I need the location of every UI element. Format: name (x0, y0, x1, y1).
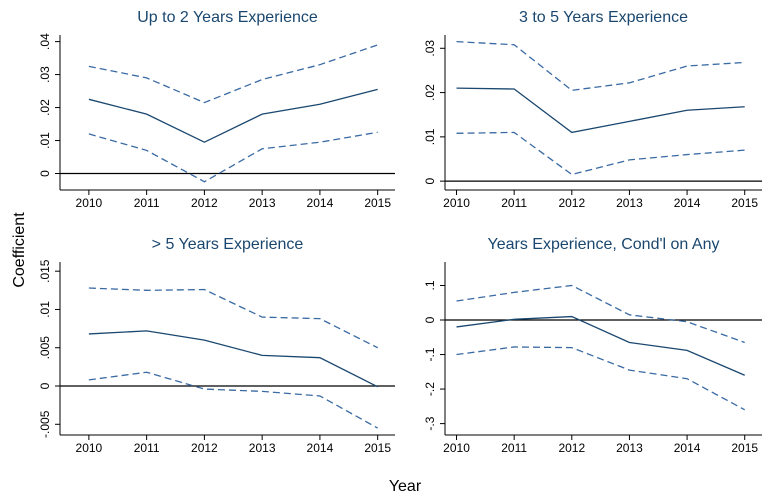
x-tick-label: 2010 (76, 196, 103, 210)
y-tick-label: -.005 (38, 410, 52, 438)
y-tick-label: .1 (423, 280, 437, 290)
y-tick-label: -.1 (423, 347, 437, 361)
panel-title: > 5 Years Experience (152, 236, 304, 253)
x-tick-label: 2013 (249, 196, 276, 210)
y-tick-label: .01 (38, 132, 52, 149)
x-tick-label: 2012 (558, 196, 585, 210)
x-tick-label: 2012 (558, 441, 585, 455)
x-axis-label: Year (389, 478, 422, 495)
x-tick-label: 2015 (364, 441, 391, 455)
x-tick-label: 2010 (443, 196, 470, 210)
series-line (88, 44, 378, 104)
x-tick-label: 2014 (307, 196, 334, 210)
panel-title: Up to 2 Years Experience (137, 9, 318, 26)
panel-title: Years Experience, Cond'l on Any (488, 236, 720, 253)
y-tick-label: .03 (38, 66, 52, 83)
series-line (456, 87, 745, 134)
x-tick-label: 2012 (191, 441, 218, 455)
x-tick-label: 2015 (731, 441, 758, 455)
x-tick-label: 2011 (134, 196, 160, 210)
y-tick-label: .01 (38, 301, 52, 318)
x-tick-label: 2011 (134, 441, 160, 455)
x-tick-label: 2015 (364, 196, 391, 210)
y-tick-label: .02 (38, 99, 52, 116)
series-line (456, 131, 745, 176)
series-line (456, 284, 745, 344)
y-tick-label: -.2 (423, 382, 437, 396)
x-tick-label: 2011 (501, 441, 527, 455)
y-tick-label: 0 (423, 316, 437, 323)
x-tick-label: 2014 (674, 196, 701, 210)
series-line (88, 330, 378, 388)
x-tick-label: 2013 (616, 441, 643, 455)
y-tick-label: .005 (38, 336, 52, 360)
x-tick-label: 2013 (249, 441, 276, 455)
series-line (456, 315, 745, 376)
y-tick-label: 0 (38, 382, 52, 389)
y-tick-label: .04 (38, 33, 52, 50)
series-line (88, 287, 378, 349)
x-tick-label: 2014 (674, 441, 701, 455)
x-tick-label: 2010 (76, 441, 103, 455)
x-tick-label: 2015 (731, 196, 758, 210)
y-tick-label: .02 (423, 84, 437, 101)
panel-title: 3 to 5 Years Experience (519, 9, 688, 26)
x-tick-label: 2012 (191, 196, 218, 210)
y-tick-label: .015 (38, 259, 52, 283)
y-tick-label: 0 (423, 177, 437, 184)
series-line (88, 88, 378, 143)
y-tick-label: -.3 (423, 416, 437, 430)
y-tick-label: 0 (38, 170, 52, 177)
y-tick-label: .03 (423, 40, 437, 57)
series-line (88, 371, 378, 429)
series-line (456, 40, 745, 92)
x-tick-label: 2011 (501, 196, 527, 210)
y-tick-label: .01 (423, 128, 437, 145)
x-tick-label: 2014 (307, 441, 334, 455)
series-line (88, 131, 378, 183)
y-axis-label: Coefficient (11, 212, 28, 288)
series-line (456, 346, 746, 411)
x-tick-label: 2010 (443, 441, 470, 455)
x-tick-label: 2013 (616, 196, 643, 210)
